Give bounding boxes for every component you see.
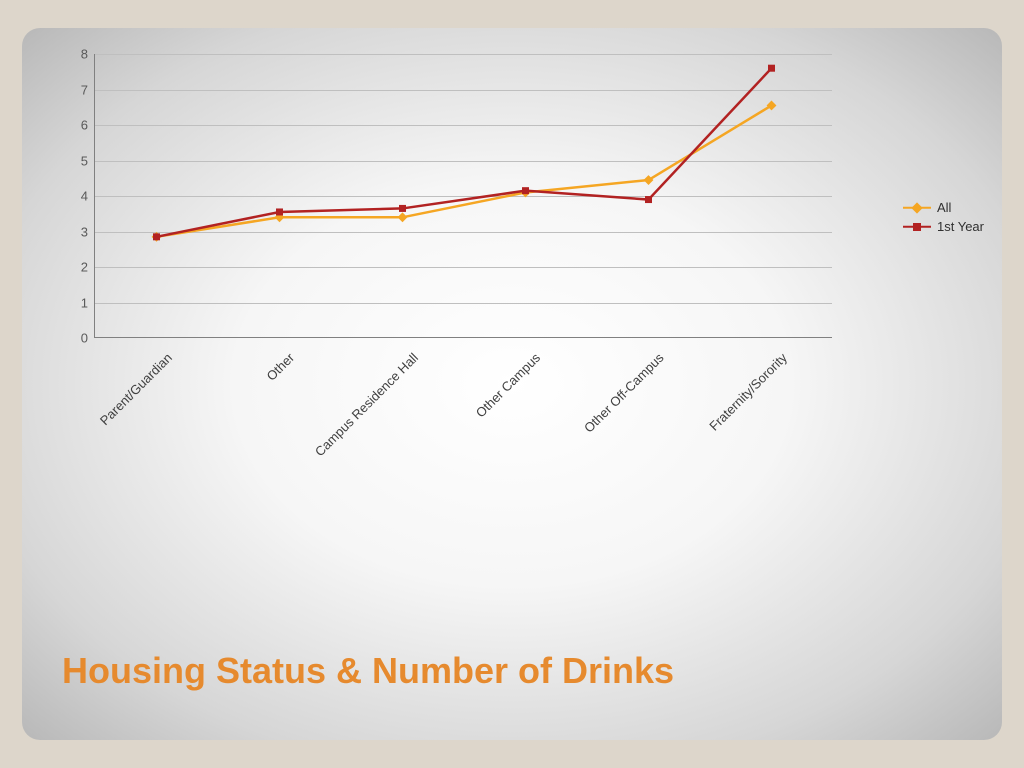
y-tick-label: 1 xyxy=(60,295,88,310)
series-marker xyxy=(276,208,283,215)
legend-label: All xyxy=(937,200,951,215)
y-tick-label: 5 xyxy=(60,153,88,168)
slide-title: Housing Status & Number of Drinks xyxy=(62,650,674,692)
chart-container: 0 1 2 3 4 5 6 7 8 Parent/Guardian Other Campus Res… xyxy=(60,46,984,516)
slide-card: 0 1 2 3 4 5 6 7 8 Parent/Guardian Other Campus Res… xyxy=(22,28,1002,740)
series-marker xyxy=(522,187,529,194)
legend-label: 1st Year xyxy=(937,219,984,234)
legend-marker-1st-year xyxy=(903,220,931,234)
legend-item-1st-year: 1st Year xyxy=(903,219,984,234)
series-line xyxy=(157,68,772,237)
series-marker xyxy=(398,212,408,222)
y-tick-label: 3 xyxy=(60,224,88,239)
chart-series xyxy=(95,54,833,338)
series-marker xyxy=(645,196,652,203)
y-tick-label: 0 xyxy=(60,331,88,346)
x-tick-label: Parent/Guardian xyxy=(96,350,174,428)
y-tick-label: 6 xyxy=(60,118,88,133)
y-tick-label: 8 xyxy=(60,47,88,62)
y-tick-label: 7 xyxy=(60,82,88,97)
series-marker xyxy=(153,233,160,240)
x-tick-label: Other Campus xyxy=(472,350,542,420)
series-marker xyxy=(768,65,775,72)
legend-marker-all xyxy=(903,201,931,215)
series-marker xyxy=(399,205,406,212)
x-tick-label: Other Off-Campus xyxy=(581,350,667,436)
x-tick-label: Campus Residence Hall xyxy=(311,350,420,459)
y-tick-label: 4 xyxy=(60,189,88,204)
plot-area xyxy=(94,54,832,338)
y-tick-label: 2 xyxy=(60,260,88,275)
x-tick-label: Other xyxy=(263,350,297,384)
legend: All 1st Year xyxy=(903,196,984,238)
legend-item-all: All xyxy=(903,200,984,215)
x-tick-label: Fraternity/Sorority xyxy=(706,350,790,434)
